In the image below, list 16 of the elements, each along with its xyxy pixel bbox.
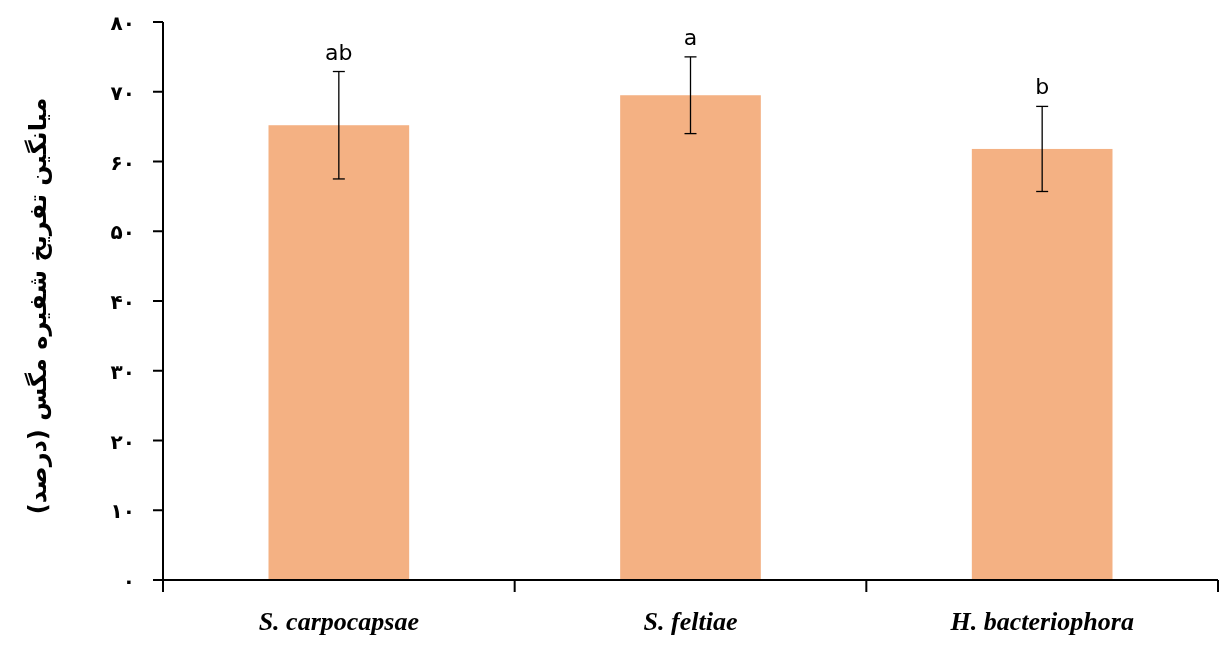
y-tick-label: ۰ bbox=[122, 569, 135, 593]
annotation: ab bbox=[325, 39, 353, 65]
y-axis-title: میانگین تفریخ شفیره مگس (درصد) bbox=[24, 97, 52, 515]
y-tick-label: ۴۰ bbox=[110, 290, 135, 314]
y-tick-label: ۳۰ bbox=[110, 359, 135, 384]
y-tick-label: ۵۰ bbox=[110, 220, 135, 245]
x-tick-label: H. bacteriophora bbox=[949, 607, 1134, 636]
y-tick-label: ۶۰ bbox=[110, 150, 135, 175]
y-tick-label: ۸۰ bbox=[110, 11, 135, 35]
y-tick-label: ۱۰ bbox=[110, 499, 135, 524]
x-tick-label: S. carpocapsae bbox=[258, 607, 419, 636]
annotation: a bbox=[683, 24, 698, 50]
y-tick-label: ۷۰ bbox=[110, 80, 135, 105]
annotation: b bbox=[1035, 74, 1050, 100]
x-tick-label: S. feltiae bbox=[643, 607, 738, 636]
y-tick-label: ۲۰ bbox=[110, 429, 135, 454]
